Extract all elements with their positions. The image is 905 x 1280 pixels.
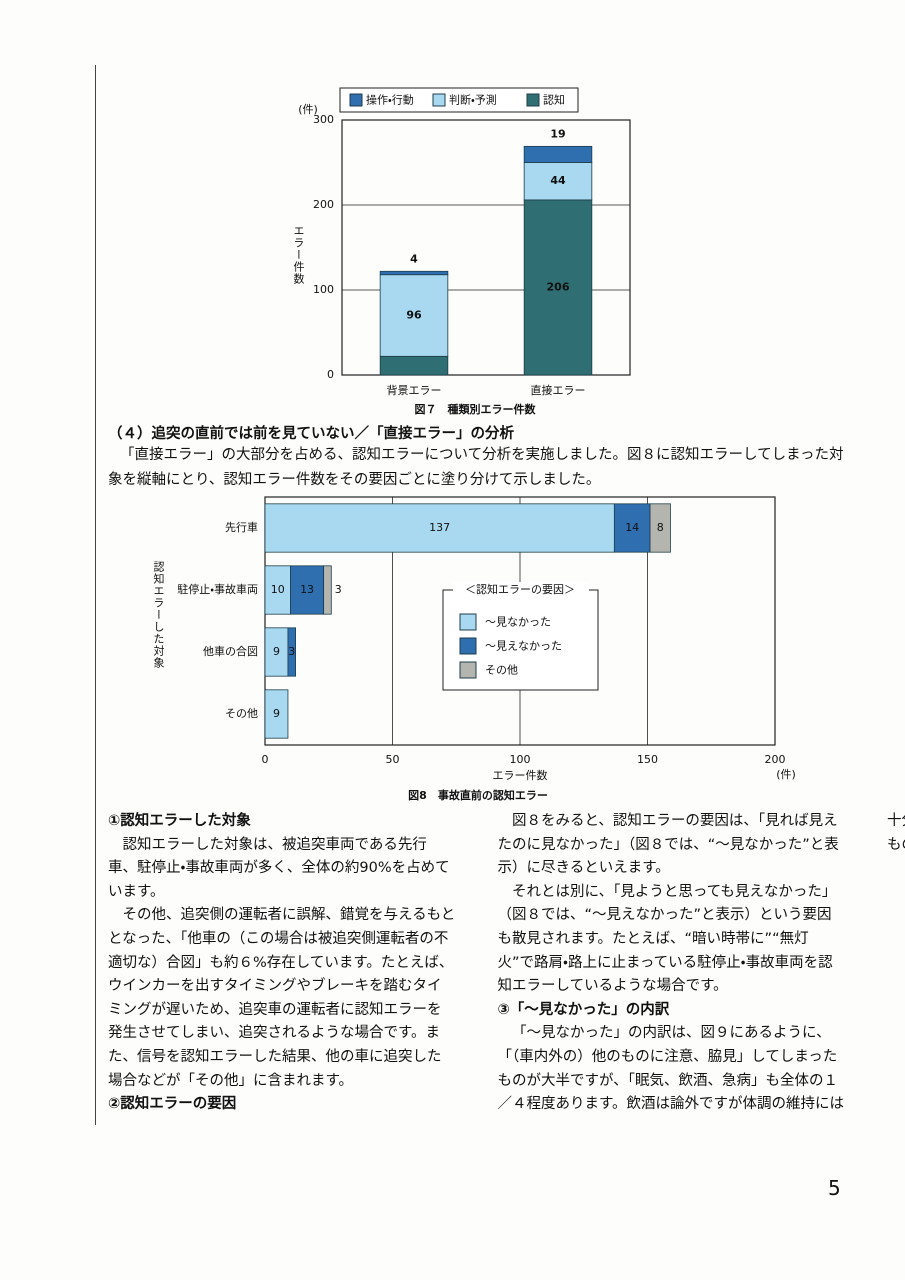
y-tick-label: その他 (225, 707, 258, 720)
legend-label: 操作・行動 (366, 93, 414, 107)
legend-swatch (526, 93, 540, 107)
x-tick-label: 背景エラー (387, 383, 442, 397)
data-label: 10 (271, 583, 285, 596)
data-label: 14 (625, 521, 639, 534)
legend-title-bg (453, 582, 589, 598)
x-tick-label: 直接エラー (531, 384, 586, 397)
bar-segment (523, 145, 593, 163)
data-label: 3 (335, 583, 342, 596)
data-label: 3 (288, 645, 295, 658)
y-tick-label: 300 (313, 113, 334, 126)
bar-segment (287, 627, 296, 677)
data-label: 44 (550, 174, 566, 187)
subheading: ①認知エラーした対象 (108, 813, 251, 829)
legend-swatch (349, 93, 363, 107)
bar-segment (379, 355, 449, 376)
legend-title: ＜認知エラーの要因＞ (465, 582, 575, 596)
bar-segment (613, 503, 651, 553)
legend-swatch (459, 637, 477, 655)
legend-label: 認知 (543, 93, 565, 107)
x-tick-label: 50 (386, 753, 400, 766)
paragraph: その他、追突側の運転者に誤解、錯覚を与えるもととなった、「他車の（この場合は被追… (108, 907, 456, 1089)
y-tick-label: 200 (313, 198, 334, 211)
legend-swatch (459, 613, 477, 631)
data-label: 9 (273, 707, 280, 720)
bar-segment (290, 565, 325, 615)
paragraph: 「～見なかった」の内訳は、図９にあるように、「（車内外の）他のものに注意、脇見」… (497, 813, 905, 1113)
subheading: ②認知エラーの要因 (108, 1096, 237, 1113)
chart-title: 図７ 種類別エラー件数 (415, 402, 537, 416)
x-tick-label: 150 (637, 753, 658, 766)
legend-label: 判断・予測 (449, 93, 497, 107)
legend-swatch (432, 93, 446, 107)
y-axis-label: エラー件数 (292, 225, 305, 285)
x-tick-label: 0 (262, 753, 269, 766)
legend-label: その他 (485, 664, 518, 677)
y-tick-label: 100 (313, 283, 334, 296)
chart-title: 図8 事故直前の認知エラー (408, 788, 548, 802)
bar-segment (379, 270, 449, 276)
page-number: 5 (828, 1176, 841, 1200)
y-tick-label: 駐停止・事故車両 (177, 582, 258, 596)
paragraph: 認知エラーした対象は、被追突車両である先行車、駐停止・事故車両が多く、全体の約9… (108, 836, 450, 900)
chart-recognition-errors: 0 50 100 150 200 エラー件数 (件) 認知エラーした対象 先行車 137 14 8 駐停… (152, 496, 796, 802)
body-text: ①認知エラーした対象認知エラーした対象は、被追突車両である先行車、駐停止・事故車… (108, 810, 905, 1155)
data-label: 8 (657, 521, 664, 534)
data-label: 19 (550, 127, 565, 140)
bar-segment (649, 503, 671, 553)
bar-segment (523, 199, 593, 376)
y-unit: (件) (298, 103, 318, 116)
x-axis-label: エラー件数 (493, 769, 548, 782)
legend-label: ～見なかった (485, 616, 551, 629)
data-label: 4 (410, 252, 418, 265)
bar-segment (264, 689, 289, 739)
bar-segment (323, 565, 332, 615)
chart-errors-by-type: 0100200300(件)エラー件数背景エラー22964直接エラー2064419… (292, 87, 631, 416)
subheading: ③「～見なかった」の内訳 (497, 1001, 670, 1018)
paragraph: 図８をみると、認知エラーの要因は、「見れば見えたのに見なかった」（図８では、“～… (497, 813, 839, 877)
x-tick-label: 200 (765, 753, 786, 766)
x-unit: (件) (776, 768, 796, 781)
intro-paragraph: 「直接エラー」の大部分を占める、認知エラーについて分析を実施しました。図８に認知… (108, 447, 844, 488)
y-tick-label: 先行車 (225, 520, 258, 534)
bar-segment (523, 162, 593, 201)
y-axis-label: 認知エラーした対象 (152, 561, 165, 669)
legend-label: ～見えなかった (485, 640, 562, 653)
legend-swatch (459, 661, 477, 679)
paragraph: それとは別に、「見ようと思っても見えなかった」（図８では、“～見えなかった”と表… (497, 883, 837, 995)
y-tick-label: 他車の合図 (203, 644, 258, 658)
data-label: 206 (547, 280, 570, 293)
section-heading: （４）追突の直前では前を見ていない／「直接エラー」の分析 (108, 426, 514, 442)
data-label: 96 (406, 309, 422, 322)
bar-segment (264, 503, 615, 553)
data-label: 137 (429, 521, 450, 534)
y-tick-label: 0 (327, 368, 334, 381)
data-label: 9 (273, 645, 280, 658)
data-label: 13 (300, 583, 314, 596)
margin-line (95, 65, 96, 1125)
x-tick-label: 100 (510, 753, 531, 766)
